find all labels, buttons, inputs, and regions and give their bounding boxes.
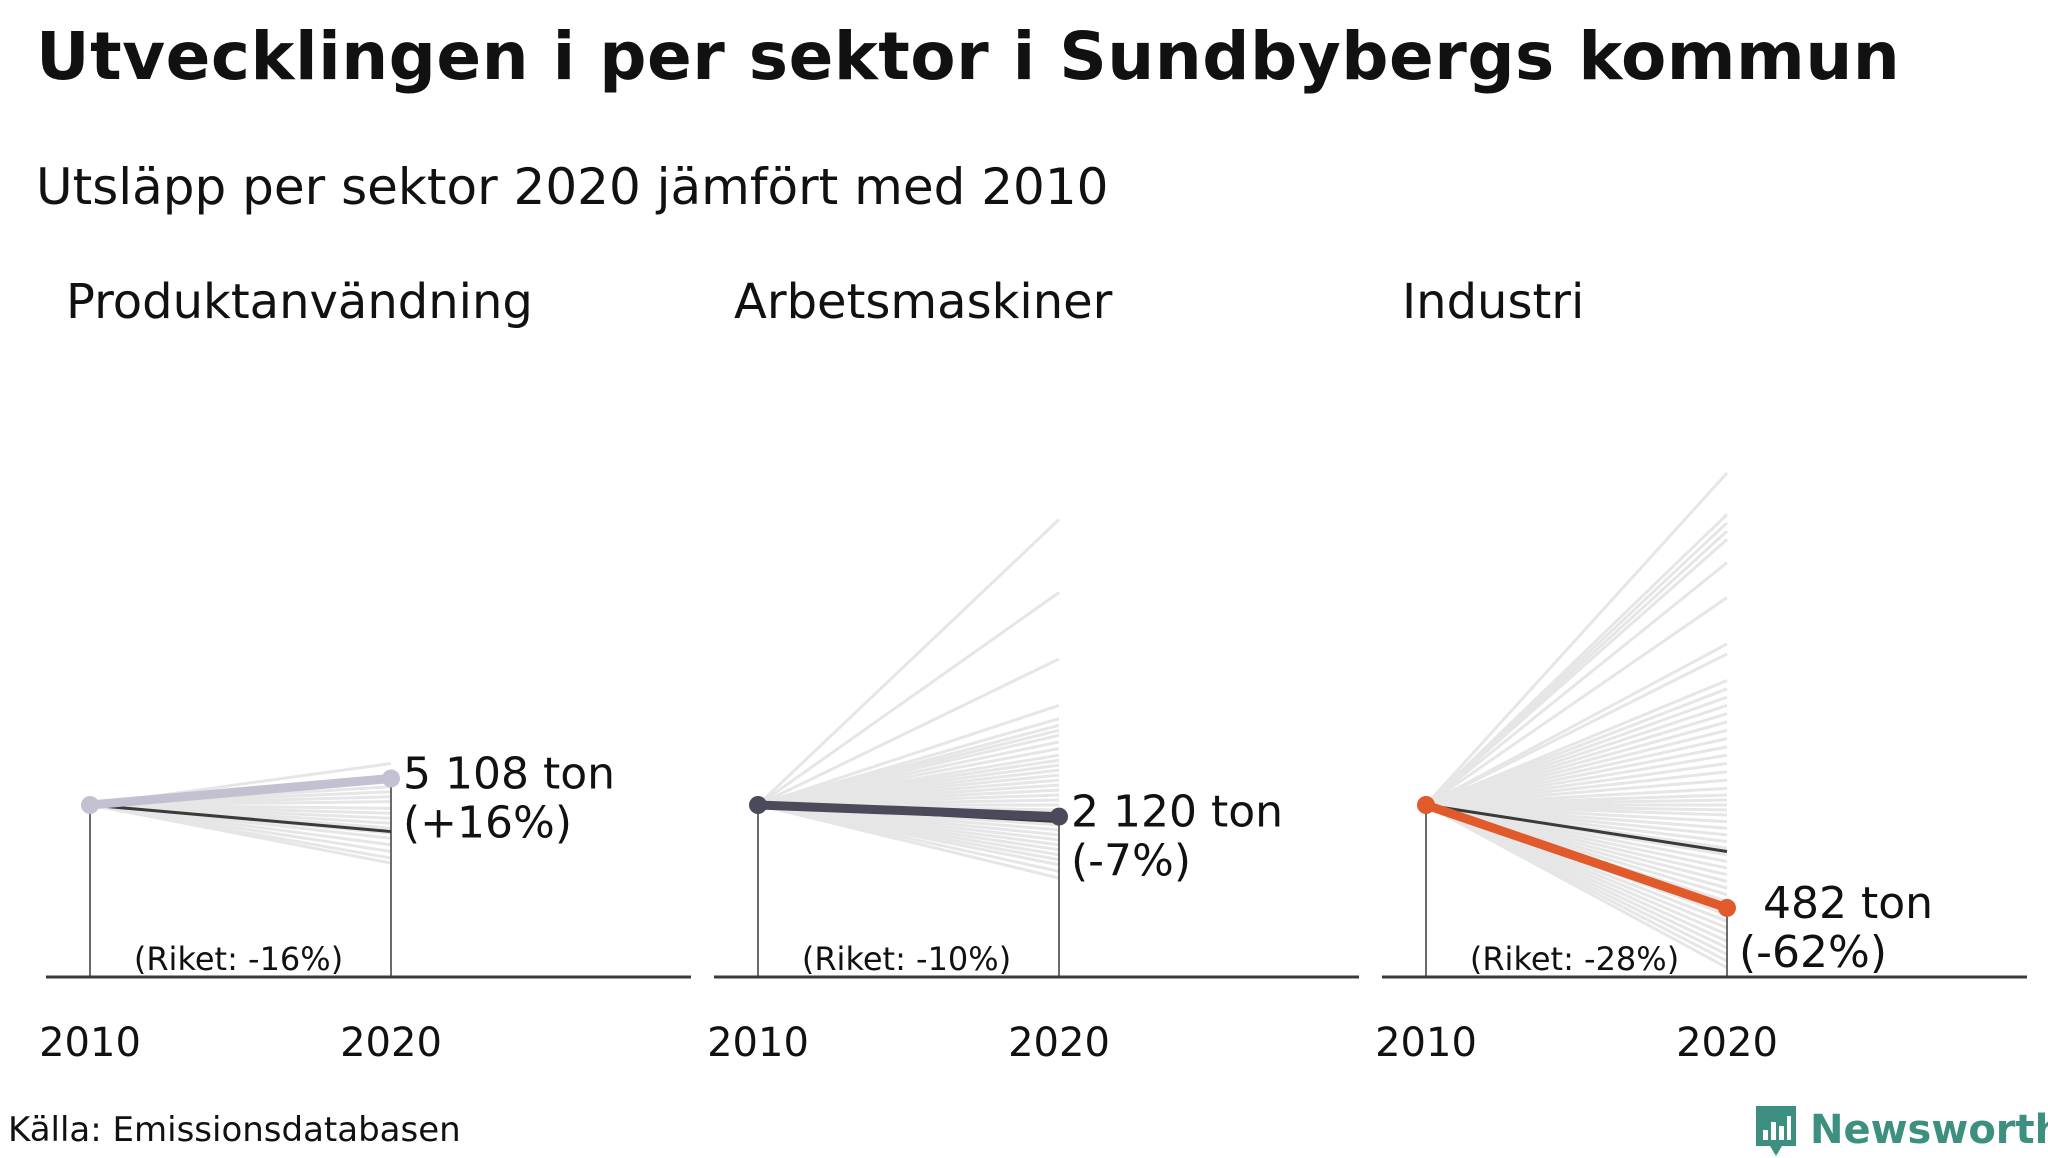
page-title: Utvecklingen i per sektor i Sundbybergs …: [36, 18, 1901, 95]
panel-3-value-label: 482 ton: [1763, 878, 1933, 929]
panel-2-change-label: (-7%): [1071, 836, 1191, 887]
panel-3-tick-label: 2010: [1375, 1020, 1477, 1066]
panel-2-title: Arbetsmaskiner: [734, 274, 1113, 330]
panel-3-other-municipality-line: [1425, 596, 1728, 807]
panel-3-tick-label: 2020: [1676, 1020, 1778, 1066]
panel-1-national-label: (Riket: -16%): [134, 940, 343, 978]
panel-3-other-municipality-line: [1425, 561, 1728, 807]
panel-1-change-label: (+16%): [403, 797, 572, 848]
panel-1-point-2020: [382, 769, 400, 788]
panel-2-point-2010: [749, 796, 767, 814]
panel-3-change-label: (-62%): [1739, 927, 1887, 978]
panel-2-value-label: 2 120 ton: [1071, 787, 1283, 838]
panel-1-municipality-line: [85, 773, 396, 810]
panel-2-national-label: (Riket: -10%): [802, 940, 1011, 978]
panel-1-tick-label: 2010: [39, 1020, 141, 1066]
page-subtitle: Utsläpp per sektor 2020 jämfört med 2010: [36, 158, 1109, 216]
newsworthy-logo: Newsworthy: [1752, 1102, 2048, 1158]
panel-3-national-label: (Riket: -28%): [1470, 940, 1679, 978]
panel-2-other-municipality-line: [757, 657, 1060, 807]
brand-name: Newsworthy: [1810, 1107, 2048, 1153]
panel-1-national-line: [89, 803, 392, 834]
panel-3-other-municipality-line: [1425, 803, 1728, 969]
panel-3-municipality-line: [1421, 800, 1732, 913]
newsworthy-bar-chart-icon: [1756, 1106, 1796, 1156]
panel-2-tick-label: 2010: [707, 1020, 809, 1066]
panel-2-tick-label: 2020: [1008, 1020, 1110, 1066]
panel-3-national-line: [1425, 803, 1728, 853]
panel-1-value-label: 5 108 ton: [403, 748, 615, 799]
panel-3-point-2010: [1417, 796, 1435, 814]
source-note: Källa: Emissionsdatabasen: [8, 1110, 461, 1150]
panel-1-title: Produktanvändning: [66, 274, 533, 330]
panel-2-municipality-line: [753, 800, 1064, 822]
panel-3-other-municipality-line: [1425, 538, 1728, 807]
panel-2-other-municipality-line: [757, 591, 1060, 807]
panel-1-tick-label: 2020: [340, 1020, 442, 1066]
panel-3-other-municipality-line: [1425, 652, 1728, 807]
panel-2-other-municipality-line: [756, 518, 1061, 807]
panel-2-point-2020: [1050, 807, 1068, 826]
panel-1-point-2010: [81, 796, 99, 814]
panel-2-other-municipality-line: [757, 803, 1060, 880]
panel-3-title: Industri: [1402, 274, 1584, 330]
panel-2-other-municipality-line: [757, 703, 1060, 807]
panel-1-other-municipality-line: [89, 803, 392, 865]
panel-3-point-2020: [1718, 898, 1736, 917]
panel-3-other-municipality-line: [1424, 471, 1729, 807]
